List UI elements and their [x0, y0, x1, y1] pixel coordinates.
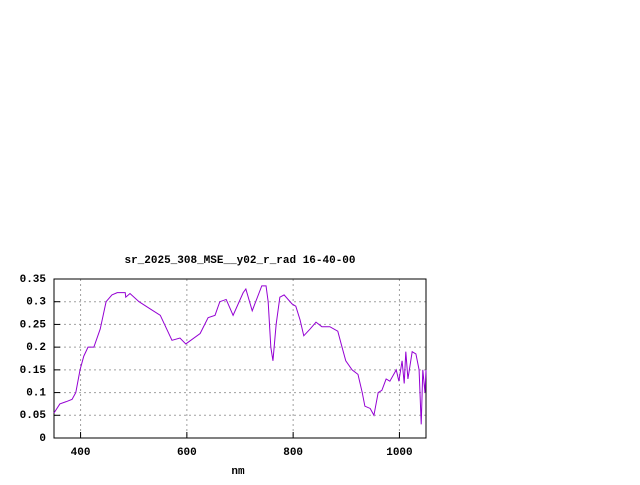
line-series — [53, 285, 427, 425]
plot-border — [53, 278, 427, 439]
x-tick-label: 600 — [177, 447, 197, 459]
x-tick-label: 800 — [283, 447, 303, 459]
y-tick-label: 0.05 — [20, 410, 47, 422]
y-tick-label: 0.25 — [20, 319, 47, 331]
y-tick-label: 0 — [39, 433, 46, 445]
x-tick-label: 1000 — [386, 447, 412, 459]
y-tick-label: 0.35 — [20, 274, 47, 286]
y-tick-label: 0.3 — [26, 297, 46, 309]
chart-title: sr_2025_308_MSE__y02_r_rad 16-40-00 — [124, 255, 355, 267]
x-axis-label: nm — [231, 466, 245, 478]
y-tick-label: 0.1 — [26, 387, 46, 399]
x-tick-label: 400 — [71, 447, 91, 459]
y-tick-label: 0.2 — [26, 342, 46, 354]
y-tick-label: 0.15 — [20, 365, 47, 377]
